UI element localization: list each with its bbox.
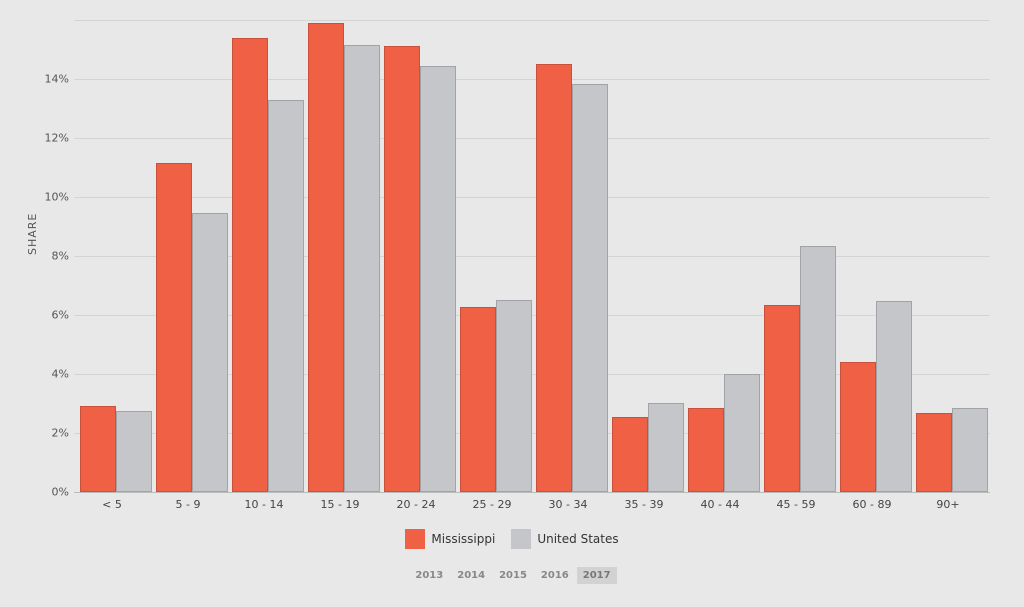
bar-united-states[interactable] <box>572 84 608 492</box>
legend-label: Mississippi <box>431 532 496 546</box>
year-option-2014[interactable]: 2014 <box>457 570 486 581</box>
bar-united-states[interactable] <box>952 407 988 492</box>
year-option-2016[interactable]: 2016 <box>540 570 569 581</box>
x-tick-label: 90+ <box>936 498 960 511</box>
gridline <box>74 433 990 434</box>
bar-united-states[interactable] <box>420 66 456 492</box>
bar-united-states[interactable] <box>268 99 304 492</box>
bar-united-states[interactable] <box>192 212 228 492</box>
bar-mississippi[interactable] <box>156 163 192 492</box>
bar-united-states[interactable] <box>116 410 152 492</box>
gridline <box>74 20 990 21</box>
x-tick-label: 25 - 29 <box>472 498 512 511</box>
gridline <box>74 197 990 198</box>
gridline <box>74 315 990 316</box>
bar-mississippi[interactable] <box>536 64 572 492</box>
bar-united-states[interactable] <box>648 402 684 492</box>
x-tick-label: < 5 <box>102 498 122 511</box>
y-tick-label: 4% <box>51 367 69 381</box>
legend-label: United States <box>537 532 619 546</box>
y-tick-label: 10% <box>44 190 69 204</box>
x-tick-label: 15 - 19 <box>320 498 360 511</box>
x-tick-label: 35 - 39 <box>624 498 664 511</box>
bar-mississippi[interactable] <box>384 45 420 492</box>
x-tick-label: 45 - 59 <box>776 498 816 511</box>
gridline <box>74 138 990 139</box>
y-tick-label: 12% <box>44 131 69 145</box>
y-tick-label: 8% <box>51 249 69 263</box>
bar-mississippi[interactable] <box>80 405 116 492</box>
gridline <box>74 79 990 80</box>
bar-mississippi[interactable] <box>460 307 496 492</box>
legend-swatch-united-states <box>511 529 532 549</box>
year-selector: 2013 2014 2015 2016 2017 <box>0 567 1024 584</box>
x-tick-label: 60 - 89 <box>852 498 892 511</box>
y-tick-label: 14% <box>44 72 69 86</box>
year-option-2017[interactable]: 2017 <box>576 567 617 584</box>
bar-united-states[interactable] <box>724 374 760 492</box>
bar-united-states[interactable] <box>496 299 532 492</box>
x-tick-label: 10 - 14 <box>244 498 284 511</box>
legend-swatch-mississippi <box>405 529 426 549</box>
y-tick-label: 6% <box>51 308 69 322</box>
bar-mississippi[interactable] <box>308 22 344 492</box>
bar-mississippi[interactable] <box>232 37 268 492</box>
gridline <box>74 256 990 257</box>
year-option-2013[interactable]: 2013 <box>415 570 444 581</box>
x-axis-line <box>74 492 990 493</box>
bar-mississippi[interactable] <box>764 304 800 492</box>
bar-mississippi[interactable] <box>916 412 952 492</box>
bar-mississippi[interactable] <box>840 361 876 492</box>
bar-united-states[interactable] <box>344 45 380 492</box>
x-tick-label: 5 - 9 <box>175 498 201 511</box>
y-tick-label: 0% <box>51 485 69 499</box>
bar-mississippi[interactable] <box>612 417 648 492</box>
legend-item-mississippi[interactable]: Mississippi <box>405 529 495 549</box>
gridline <box>74 374 990 375</box>
x-tick-label: 40 - 44 <box>700 498 740 511</box>
year-option-2015[interactable]: 2015 <box>499 570 527 581</box>
x-tick-label: 20 - 24 <box>396 498 436 511</box>
bar-united-states[interactable] <box>800 245 836 492</box>
bar-mississippi[interactable] <box>688 407 724 492</box>
legend: Mississippi United States <box>0 529 1024 549</box>
y-tick-label: 2% <box>51 426 69 440</box>
x-tick-label: 30 - 34 <box>548 498 588 511</box>
bar-united-states[interactable] <box>876 301 912 492</box>
legend-item-united-states[interactable]: United States <box>511 529 619 549</box>
